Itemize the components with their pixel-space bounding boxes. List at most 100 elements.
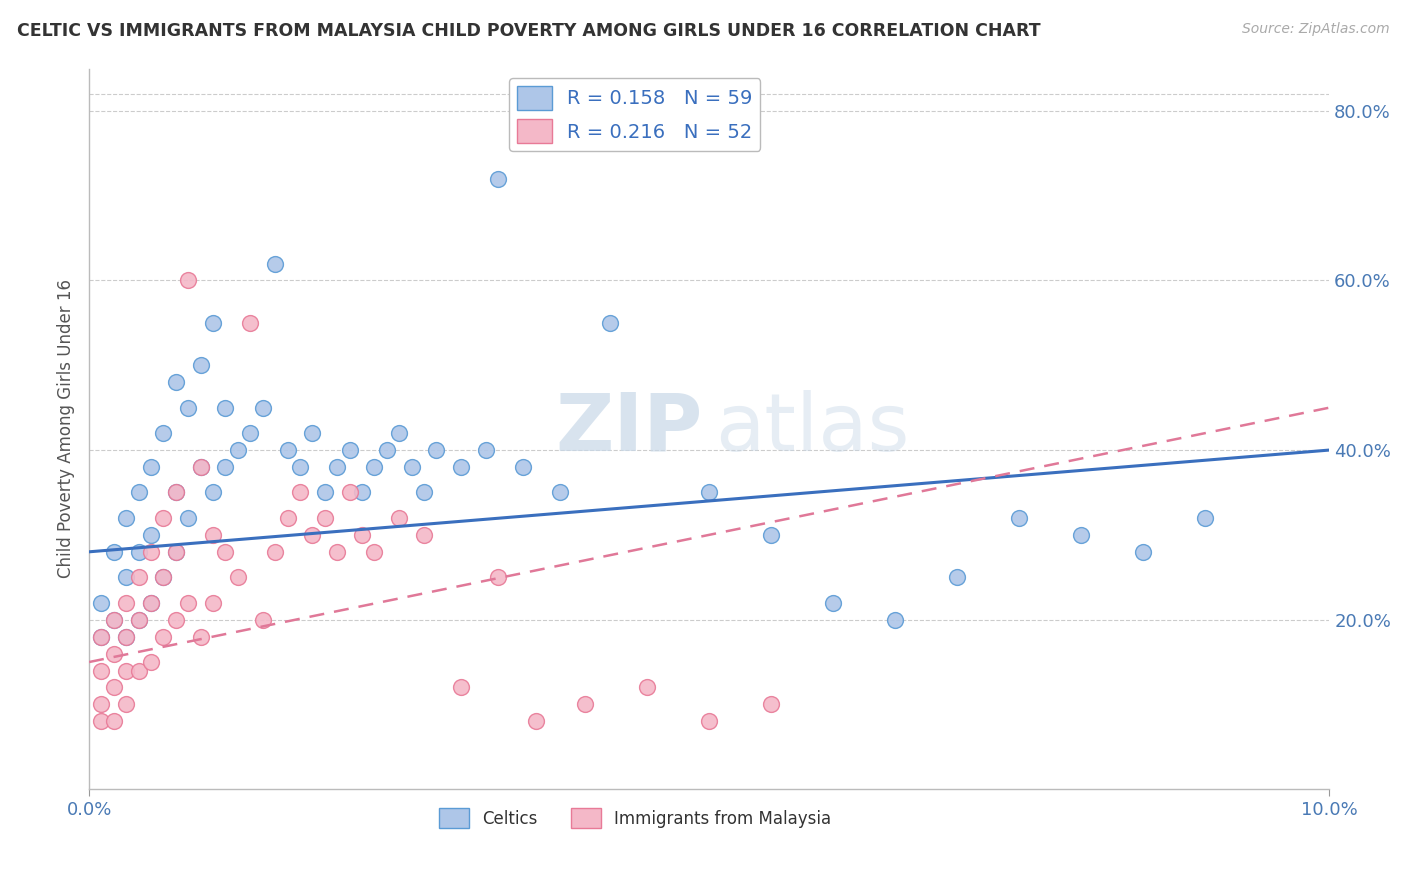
Point (90, 596, 112, 610)
Point (339, 443, 361, 458)
Text: CELTIC VS IMMIGRANTS FROM MALAYSIA CHILD POVERTY AMONG GIRLS UNDER 16 CORRELATIO: CELTIC VS IMMIGRANTS FROM MALAYSIA CHILD… (17, 22, 1040, 40)
Point (314, 511, 336, 525)
Point (759, 698, 782, 712)
Point (139, 460, 162, 475)
Y-axis label: Child Poverty Among Girls Under 16: Child Poverty Among Girls Under 16 (58, 279, 75, 578)
Point (177, 273, 200, 287)
Point (139, 655, 162, 669)
Point (326, 460, 349, 475)
Point (139, 528, 162, 542)
Point (115, 570, 138, 584)
Point (697, 485, 720, 500)
Point (103, 613, 125, 627)
Point (190, 630, 212, 644)
Point (486, 570, 509, 584)
Point (574, 129, 596, 144)
Point (139, 596, 162, 610)
Point (288, 460, 311, 475)
Point (884, 613, 907, 627)
Point (214, 545, 236, 559)
Point (697, 714, 720, 729)
Point (239, 426, 262, 441)
Point (512, 460, 534, 475)
Point (1070, 528, 1092, 542)
Point (165, 613, 187, 627)
Point (90, 698, 112, 712)
Point (177, 511, 200, 525)
Point (128, 613, 150, 627)
Point (475, 443, 498, 458)
Point (214, 460, 236, 475)
Point (152, 630, 174, 644)
Point (339, 485, 361, 500)
Point (190, 460, 212, 475)
Point (202, 596, 225, 610)
Point (177, 596, 200, 610)
Point (574, 698, 596, 712)
Point (214, 401, 236, 415)
Point (128, 570, 150, 584)
Text: ZIP: ZIP (555, 390, 703, 468)
Point (165, 545, 187, 559)
Point (115, 596, 138, 610)
Point (413, 528, 436, 542)
Point (301, 528, 323, 542)
Point (350, 528, 373, 542)
Point (152, 426, 174, 441)
Point (450, 681, 472, 695)
Point (115, 511, 138, 525)
Point (165, 485, 187, 500)
Point (486, 171, 509, 186)
Point (177, 401, 200, 415)
Point (115, 664, 138, 678)
Point (115, 630, 138, 644)
Point (264, 545, 287, 559)
Point (326, 545, 349, 559)
Point (401, 460, 423, 475)
Point (636, 681, 658, 695)
Point (363, 545, 385, 559)
Point (90, 664, 112, 678)
Point (103, 681, 125, 695)
Point (524, 714, 547, 729)
Point (450, 460, 472, 475)
Point (90, 630, 112, 644)
Point (1194, 511, 1216, 525)
Point (115, 698, 138, 712)
Point (103, 714, 125, 729)
Point (288, 485, 311, 500)
Point (252, 613, 274, 627)
Point (1132, 545, 1154, 559)
Point (128, 664, 150, 678)
Point (388, 511, 411, 525)
Point (226, 443, 249, 458)
Point (165, 376, 187, 390)
Point (388, 426, 411, 441)
Point (1008, 511, 1031, 525)
Point (165, 485, 187, 500)
Point (350, 485, 373, 500)
Point (276, 511, 298, 525)
Point (115, 630, 138, 644)
Point (152, 511, 174, 525)
Legend: Celtics, Immigrants from Malaysia: Celtics, Immigrants from Malaysia (432, 801, 838, 835)
Point (375, 443, 398, 458)
Point (103, 613, 125, 627)
Point (103, 647, 125, 661)
Point (276, 443, 298, 458)
Point (550, 485, 572, 500)
Point (759, 528, 782, 542)
Point (202, 528, 225, 542)
Point (239, 316, 262, 330)
Point (264, 256, 287, 270)
Point (152, 570, 174, 584)
Point (90, 714, 112, 729)
Point (103, 545, 125, 559)
Point (413, 485, 436, 500)
Point (599, 316, 621, 330)
Point (301, 426, 323, 441)
Point (823, 596, 845, 610)
Point (252, 401, 274, 415)
Text: Source: ZipAtlas.com: Source: ZipAtlas.com (1241, 22, 1389, 37)
Point (363, 460, 385, 475)
